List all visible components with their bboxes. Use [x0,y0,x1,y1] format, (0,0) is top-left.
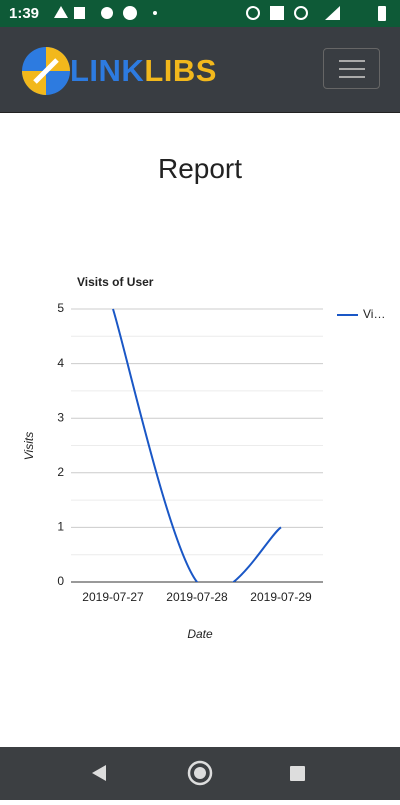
logo-icon [22,47,70,95]
y-tick-label: 0 [57,574,64,588]
y-tick-label: 2 [57,465,64,479]
logo-right: LIBS [144,53,217,88]
status-time: 1:39 [9,5,40,22]
nav-icons [92,760,305,786]
recents-button[interactable] [290,766,305,781]
back-button[interactable] [92,765,106,781]
legend-label: Vi… [363,307,385,321]
chart-title: Visits of User [77,275,154,289]
status-icons [54,6,386,21]
page-title: Report [157,153,243,184]
app-header: LINKLIBS [0,27,400,113]
x-axis-label: Date [187,627,213,641]
y-axis-label: Visits [22,432,36,460]
menu-button[interactable] [323,48,380,89]
x-tick-label: 2019-07-27 [82,590,144,604]
y-tick-label: 4 [57,356,64,370]
y-tick-label: 5 [57,301,64,315]
nav-bar [0,747,400,800]
home-button[interactable] [187,760,213,786]
series-line [112,308,282,582]
y-tick-label: 3 [57,410,64,424]
x-tick-label: 2019-07-28 [166,590,228,604]
chart: Visits of User Date Visits 0 1 2 3 4 5 2019-07… [22,275,385,641]
y-tick-label: 1 [57,520,64,534]
x-tick-label: 2019-07-29 [250,590,312,604]
status-bar: 1:39 [0,0,400,27]
logo-left: LINK [70,53,145,88]
logo-text: LINKLIBS [70,53,217,89]
